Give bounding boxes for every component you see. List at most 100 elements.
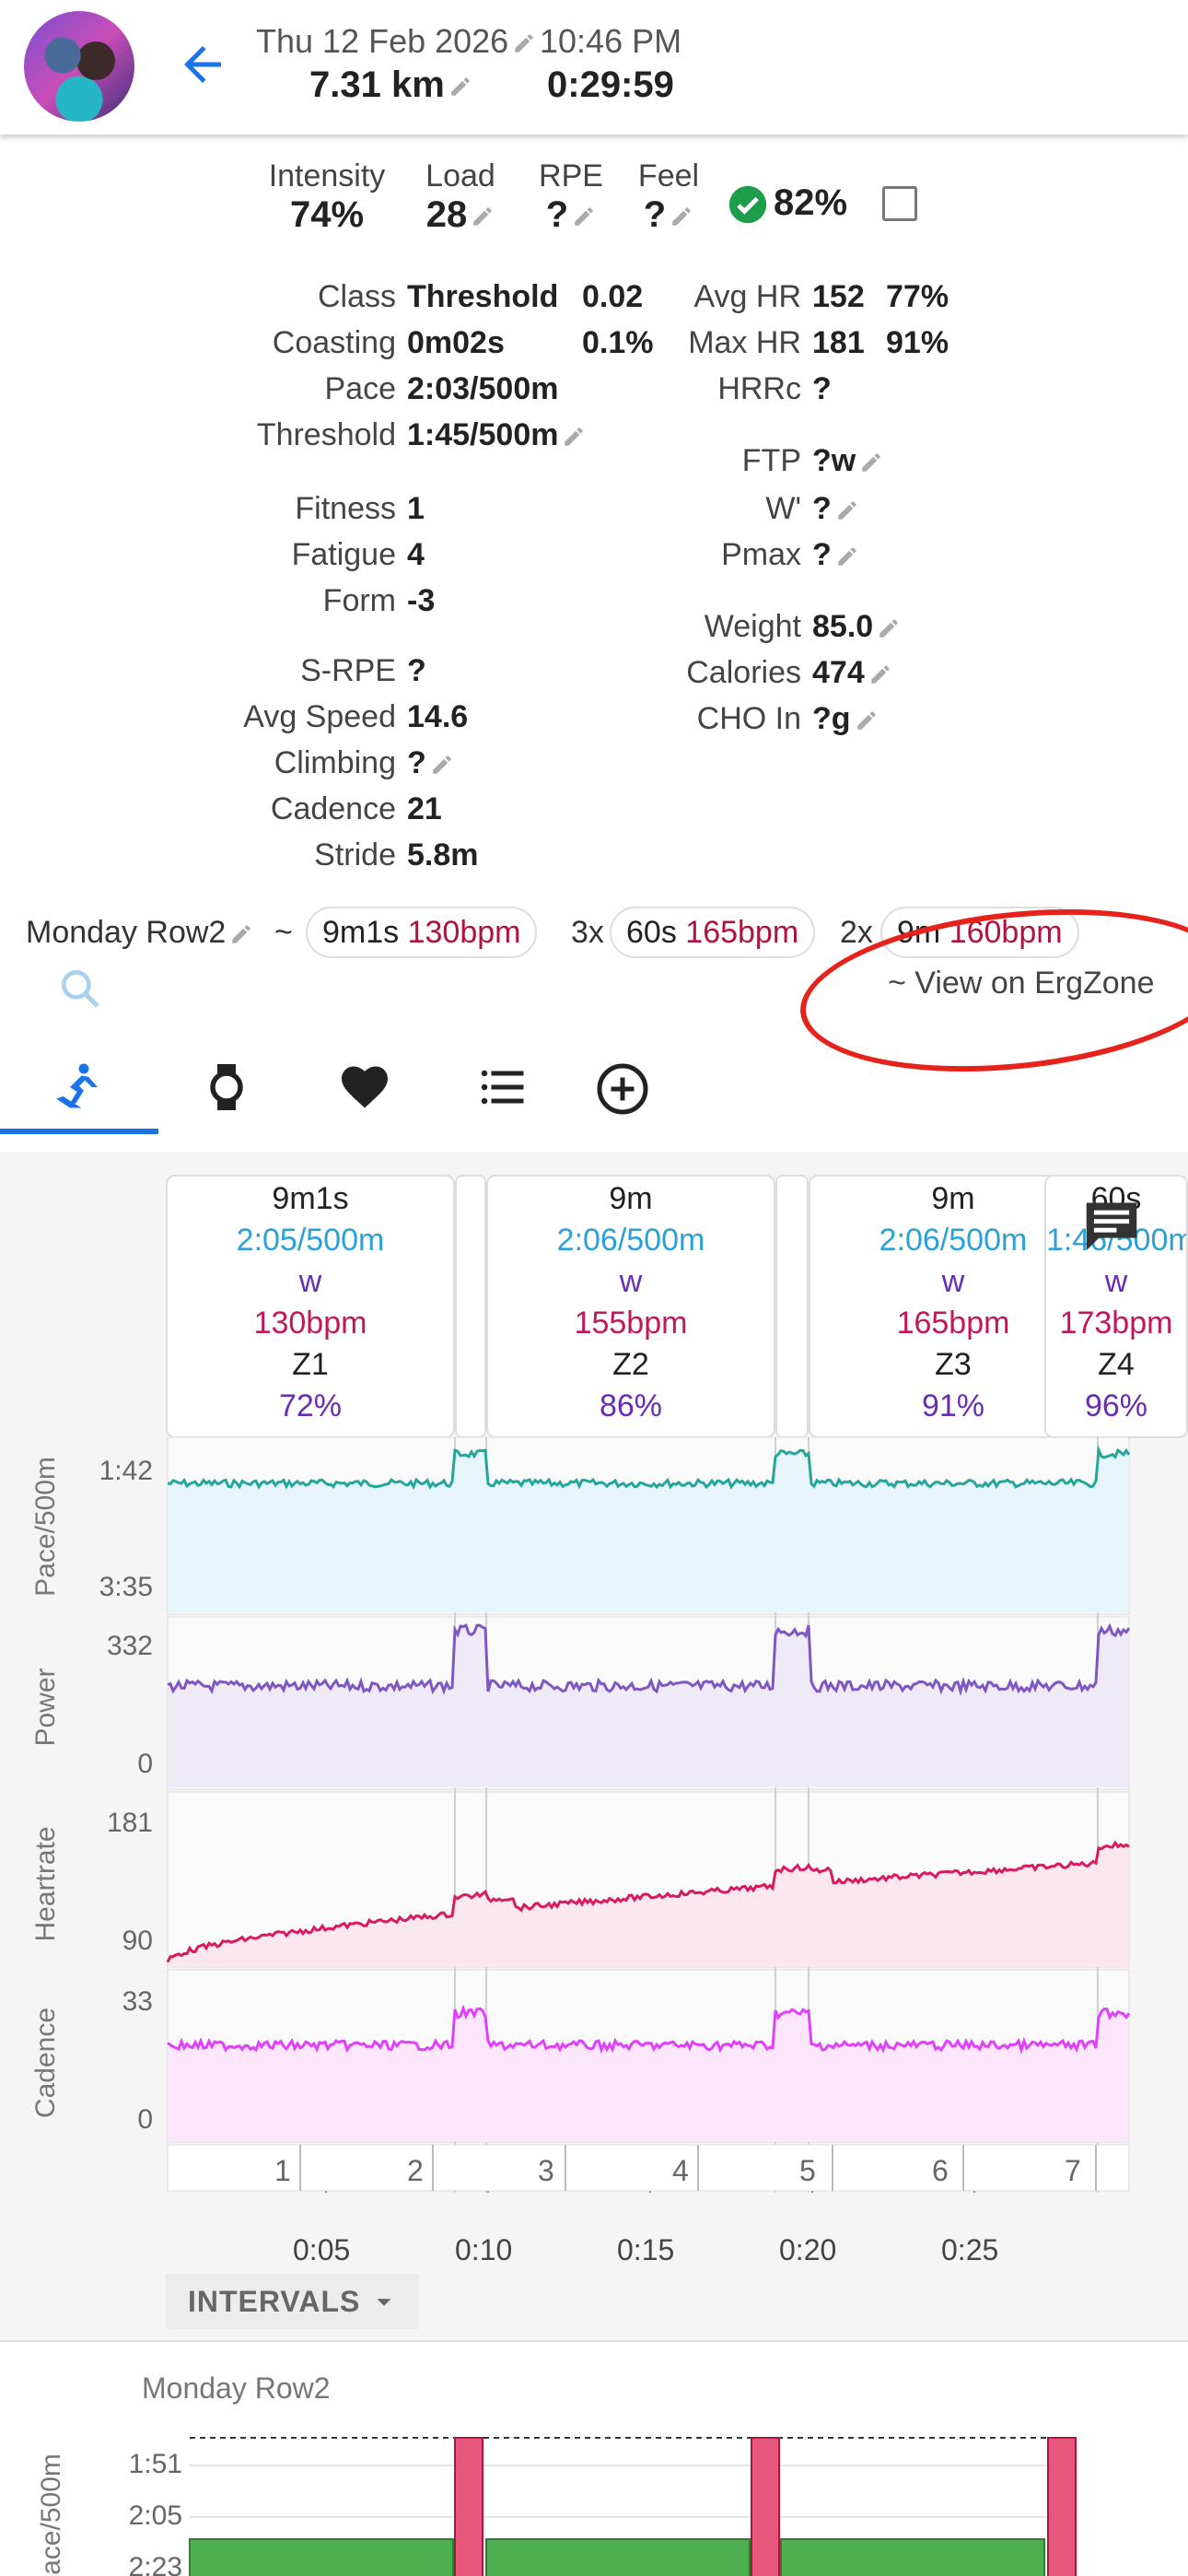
stat-extra: 0.1%: [582, 325, 654, 360]
lap-number[interactable]: 1: [274, 2154, 291, 2187]
stat-value: 5.8m: [407, 837, 479, 872]
mark-done-checkbox[interactable]: [882, 186, 917, 221]
comment-icon[interactable]: [1079, 1198, 1144, 1253]
time-axis-label: 0:10: [455, 2233, 513, 2266]
stat-row-cadence: Cadence 21: [0, 787, 663, 831]
stat-label: Cadence: [270, 791, 396, 826]
rowing-activity-tab-icon[interactable]: [52, 1060, 107, 1115]
stat-label: Pace: [324, 371, 397, 406]
stat-value: ?: [407, 653, 426, 688]
pace-axis-title: Pace/500m: [30, 1457, 61, 1597]
stat-label: Calories: [686, 655, 801, 690]
heart-tab-icon[interactable]: [337, 1060, 392, 1115]
watch-tab-icon[interactable]: [199, 1060, 254, 1115]
stat-label: Weight: [704, 609, 801, 644]
lap-number[interactable]: 3: [538, 2154, 554, 2187]
edit-pencil-icon[interactable]: [835, 544, 859, 568]
edit-feel-pencil-icon[interactable]: [670, 205, 693, 228]
stat-label: Fatigue: [291, 537, 396, 572]
edit-load-pencil-icon[interactable]: [471, 205, 495, 228]
activity-duration: 0:29:59: [547, 64, 674, 105]
stat-label: FTP: [741, 443, 801, 478]
interval-card-rest-1[interactable]: [455, 1175, 486, 1438]
active-tab-underline: [0, 1129, 158, 1134]
edit-workout-pencil-icon[interactable]: [229, 922, 253, 946]
edit-rpe-pencil-icon[interactable]: [572, 205, 596, 228]
cadence-bottom-tick: 0: [137, 2104, 153, 2135]
avatar[interactable]: [24, 11, 134, 122]
stat-row-fitness: Fitness 1: [0, 486, 663, 531]
intervals-dropdown-button[interactable]: INTERVALS: [166, 2274, 419, 2329]
stat-row-cho-in[interactable]: CHO In ?g: [0, 697, 1188, 741]
step-bar-1: [189, 2538, 454, 2576]
step-bar-2: [485, 2538, 751, 2576]
cadence-top-tick: 33: [122, 1986, 153, 2017]
stat-row-fatigue: Fatigue 4: [0, 533, 663, 577]
workout-summary-card: Monday Row2 Pace/500m 1:51 2:05 2:23: [0, 2340, 1188, 2576]
edit-pencil-icon[interactable]: [430, 753, 454, 777]
lap-number[interactable]: 5: [799, 2154, 816, 2187]
add-tab-icon[interactable]: [595, 1061, 650, 1117]
rpe-stat[interactable]: RPE ?: [539, 158, 603, 235]
back-arrow-icon[interactable]: [175, 37, 230, 92]
stat-row-calories[interactable]: Calories 474: [0, 650, 1188, 695]
load-stat[interactable]: Load 28: [425, 158, 495, 235]
stat-row-threshold[interactable]: Threshold 1:45/500m: [0, 413, 663, 457]
activity-streams-chart[interactable]: [0, 1437, 1188, 2193]
workout-tilde: ~: [274, 915, 293, 950]
stat-value: 474: [812, 650, 892, 695]
power-axis-title: Power: [30, 1668, 61, 1747]
edit-pencil-icon[interactable]: [855, 708, 879, 732]
app-header: Thu 12 Feb 2026 10:46 PM 7.31 km 0:29:59: [0, 0, 1188, 135]
check-circle-icon: [728, 185, 767, 224]
edit-pencil-icon[interactable]: [835, 498, 859, 522]
stat-row-hrrc: HRRc?: [0, 367, 1188, 411]
lap-number[interactable]: 2: [407, 2154, 424, 2187]
workout-step-2[interactable]: 60s 165bpm: [610, 907, 816, 958]
stat-extra: 91%: [886, 325, 949, 360]
stat-label: HRRc: [717, 371, 801, 406]
workout-step-3[interactable]: 9m 160bpm: [880, 907, 1079, 958]
stat-value: 4: [407, 537, 425, 572]
edit-pencil-icon[interactable]: [868, 662, 892, 686]
interval-card-rest-2[interactable]: [775, 1175, 809, 1438]
pace-bottom-tick: 3:35: [99, 1572, 153, 1602]
workout-name[interactable]: Monday Row2: [26, 915, 227, 950]
stat-label: Stride: [314, 837, 396, 872]
stat-value: ?: [812, 533, 859, 577]
workout-step-1[interactable]: 9m1s 130bpm: [306, 907, 538, 958]
lap-number[interactable]: 4: [672, 2154, 689, 2187]
power-line: [167, 1622, 1131, 1697]
stat-row-weight[interactable]: Weight 85.0: [0, 604, 1188, 649]
power-bottom-tick: 0: [137, 1749, 153, 1779]
intensity-stat: Intensity 74%: [268, 158, 386, 235]
interval-card-1[interactable]: 9m1s 2:05/500m w 130bpm Z1 72%: [166, 1175, 455, 1438]
view-on-ergzone-link[interactable]: ~ View on ErgZone: [888, 966, 1155, 1001]
time-axis-label: 0:15: [617, 2233, 675, 2266]
cadence-line: [167, 2004, 1131, 2055]
bottom-tick-3: 2:23: [128, 2552, 182, 2576]
edit-pencil-icon[interactable]: [877, 616, 901, 640]
list-tab-icon[interactable]: [475, 1060, 530, 1115]
stat-row-pmax[interactable]: Pmax?: [0, 533, 1188, 577]
lap-number[interactable]: 7: [1065, 2154, 1081, 2187]
stat-label: Climbing: [274, 745, 396, 780]
search-icon[interactable]: [57, 966, 103, 1012]
stat-row-ftp[interactable]: FTP ?w: [0, 439, 1188, 483]
stat-label: Avg Speed: [243, 699, 396, 734]
pace-line: [167, 1445, 1131, 1491]
interval-card-2[interactable]: 9m 2:06/500m w 155bpm Z2 86%: [486, 1175, 775, 1438]
edit-distance-pencil-icon[interactable]: [448, 75, 472, 99]
stat-row-w-[interactable]: W'?: [0, 486, 1188, 531]
lap-number[interactable]: 6: [932, 2154, 949, 2187]
stat-row-climbing[interactable]: Climbing?: [0, 741, 663, 785]
heartrate-axis-title: Heartrate: [30, 1826, 61, 1942]
edit-pencil-icon[interactable]: [562, 425, 586, 449]
edit-pencil-icon[interactable]: [859, 451, 883, 474]
lap-strip: [167, 2144, 1130, 2192]
edit-date-pencil-icon[interactable]: [512, 31, 536, 55]
feel-stat[interactable]: Feel ?: [637, 158, 700, 235]
stat-value: 14.6: [407, 699, 469, 734]
stat-label: Avg HR: [693, 279, 801, 314]
heartrate-area: [168, 1843, 1129, 1967]
